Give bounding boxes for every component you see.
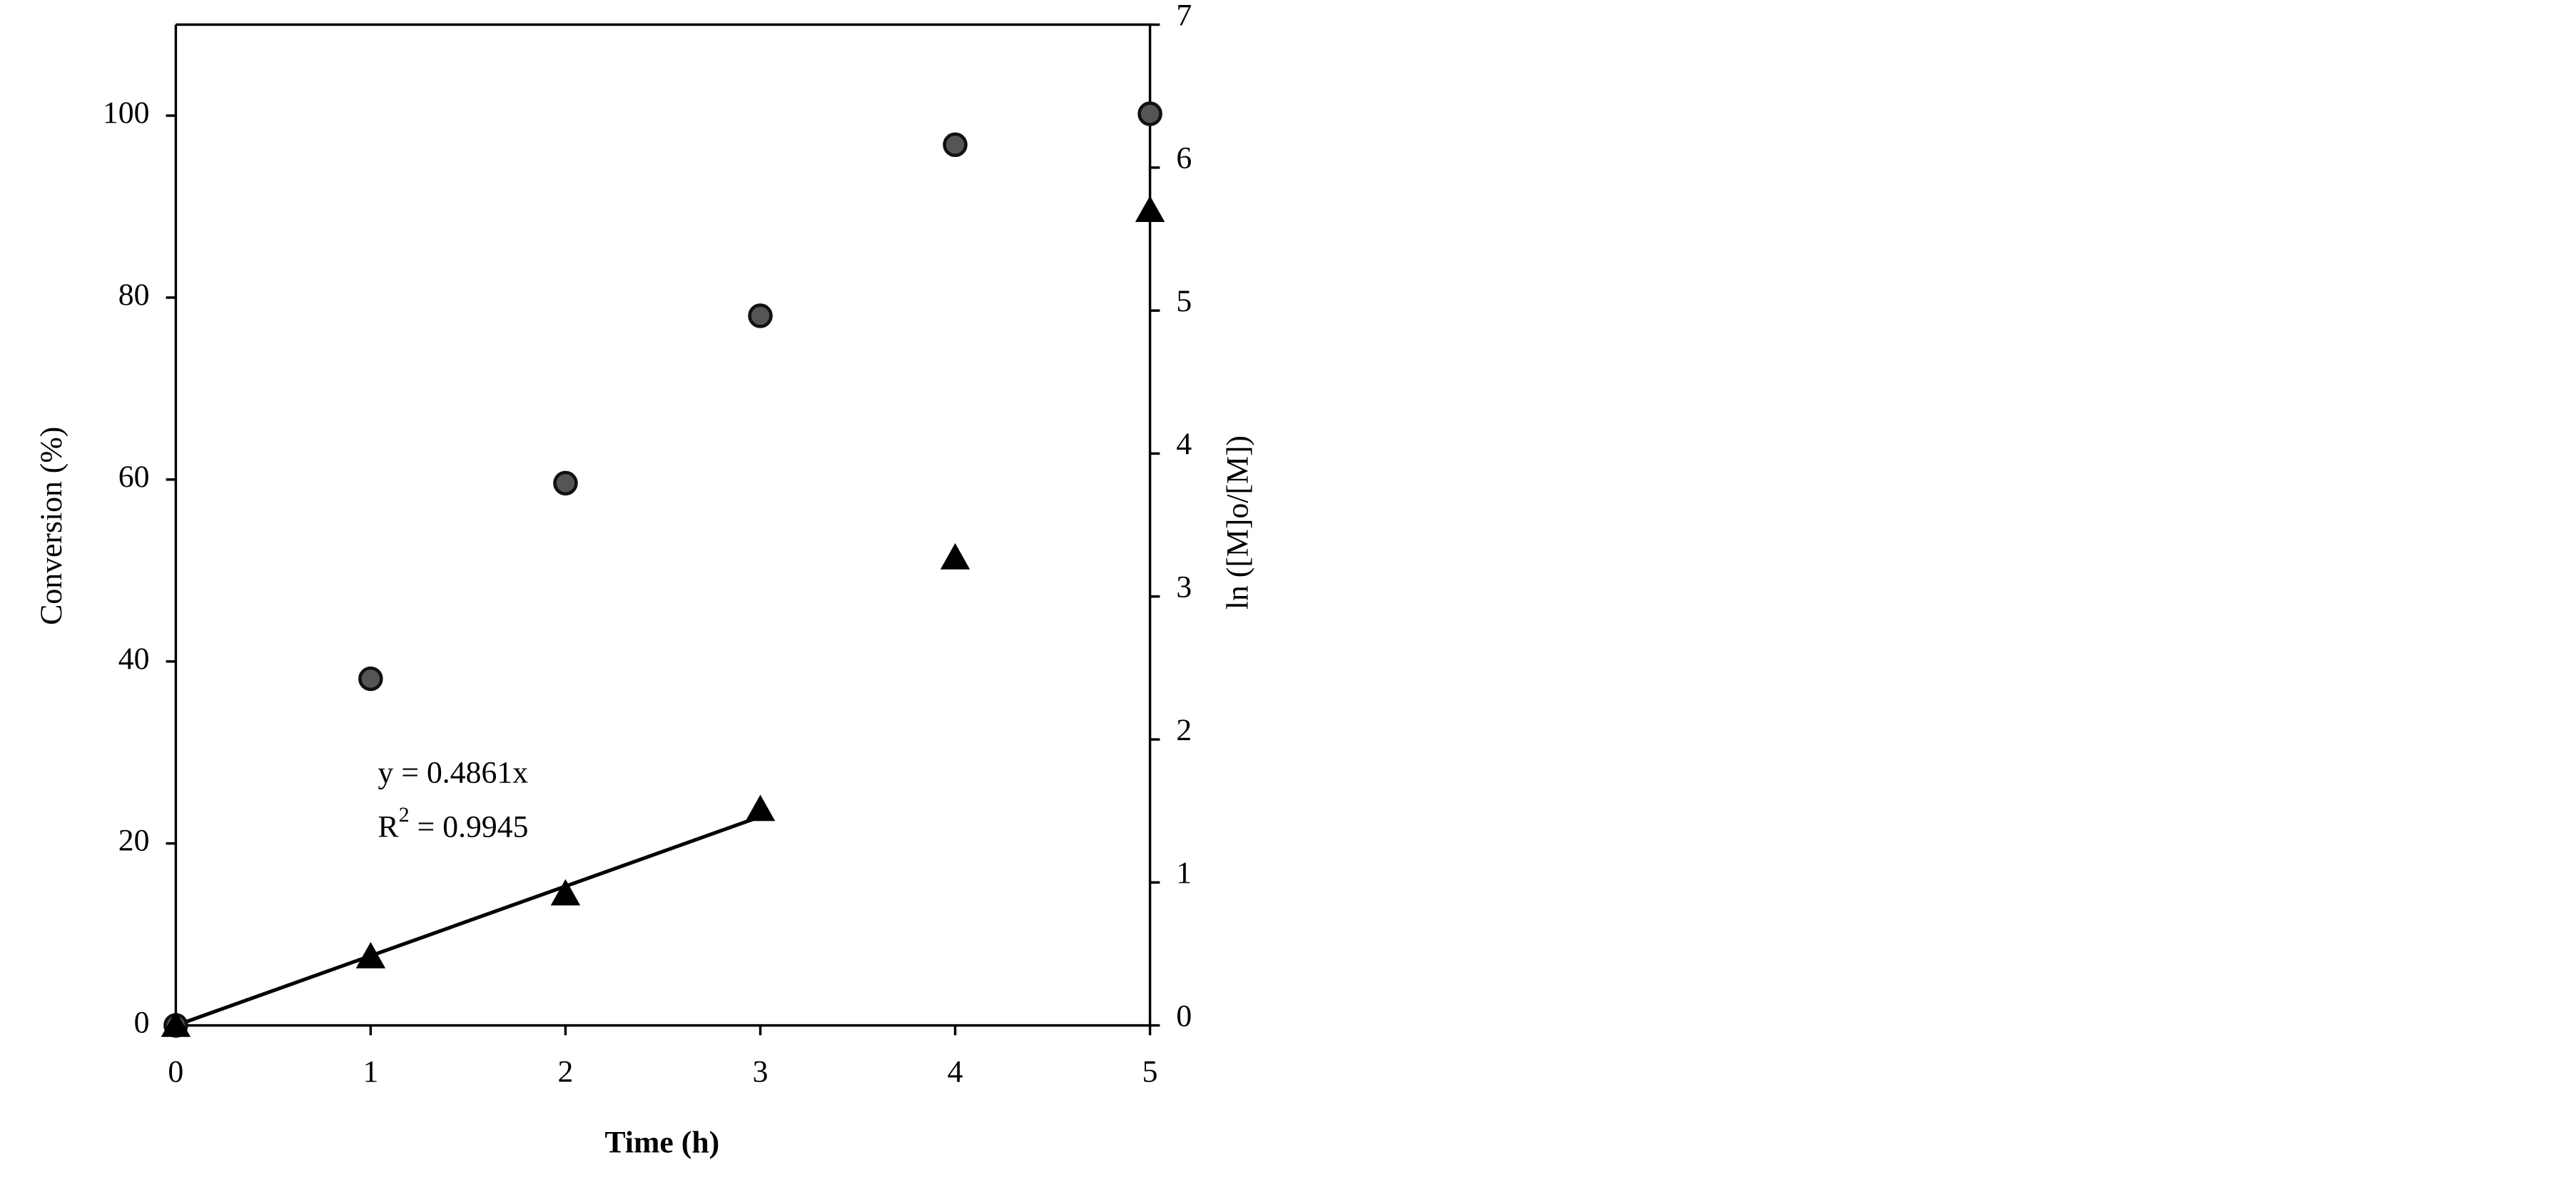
y-tick-label: 60 — [118, 460, 150, 494]
y-tick-label: 0 — [134, 1006, 150, 1040]
y2-tick-label: 7 — [1176, 0, 1192, 32]
circle-marker — [553, 470, 578, 496]
x-tick-label: 5 — [1142, 1055, 1158, 1089]
y-tick-label: 40 — [118, 642, 150, 676]
y2-tick-label: 5 — [1176, 284, 1192, 318]
y2-tick-label: 4 — [1176, 427, 1192, 461]
y2-tick-label: 1 — [1176, 856, 1192, 890]
annotation-r: R — [378, 810, 400, 844]
circle-marker — [358, 666, 383, 692]
triangle-marker — [1135, 196, 1165, 223]
x-tick-label: 4 — [948, 1055, 963, 1089]
triangle-marker — [161, 1010, 191, 1037]
annotation-r-squared: R2 = 0.9945 — [378, 803, 529, 844]
y-tick-label: 100 — [103, 96, 150, 130]
y2-tick-label: 6 — [1176, 141, 1192, 176]
y-axis-label: Conversion (%) — [34, 427, 69, 625]
annotation-sup: 2 — [399, 803, 410, 827]
y2-tick-label: 0 — [1176, 999, 1192, 1033]
x-tick-label: 2 — [558, 1055, 574, 1089]
annotation-value: = 0.9945 — [410, 810, 529, 844]
y-tick-label: 80 — [118, 278, 150, 312]
y-tick-label: 20 — [118, 824, 150, 858]
circle-marker — [1137, 101, 1162, 126]
x-tick-label: 3 — [753, 1055, 769, 1089]
triangle-marker — [745, 794, 776, 822]
circle-marker — [943, 132, 968, 158]
y2-tick-label: 3 — [1176, 570, 1192, 605]
triangle-marker — [355, 941, 386, 969]
trendline — [175, 814, 761, 1027]
y2-tick-label: 2 — [1176, 713, 1192, 747]
circle-marker — [748, 303, 773, 328]
triangle-marker — [940, 542, 970, 570]
annotation-equation: y = 0.4861x — [378, 756, 529, 790]
x-axis-label: Time (h) — [604, 1126, 719, 1160]
y2-axis-label: ln ([M]o/[M]) — [1220, 435, 1254, 610]
x-tick-label: 0 — [168, 1055, 183, 1089]
x-tick-label: 1 — [362, 1055, 378, 1089]
triangle-marker — [550, 879, 581, 906]
